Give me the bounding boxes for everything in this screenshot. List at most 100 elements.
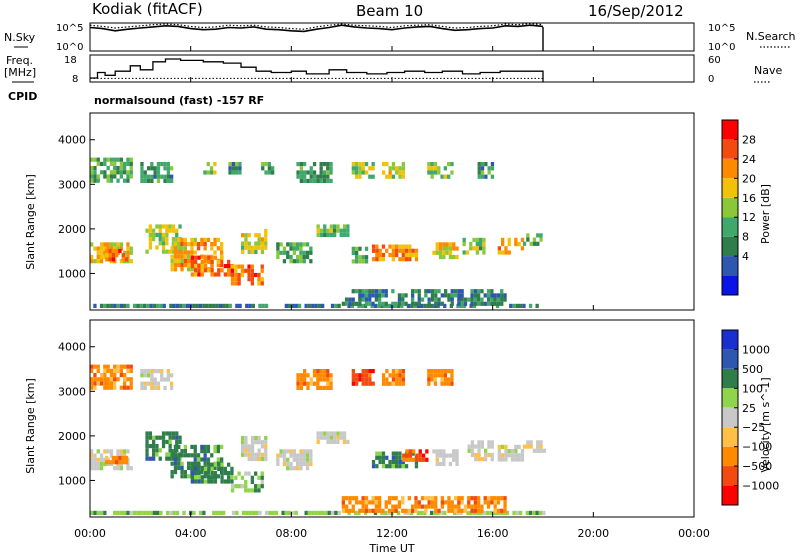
heatmap-cell — [145, 448, 149, 453]
heatmap-cell — [467, 448, 471, 453]
heatmap-cell — [455, 246, 459, 251]
heatmap-cell — [156, 385, 161, 390]
heatmap-cell — [457, 293, 461, 298]
heatmap-cell — [345, 504, 349, 509]
heatmap-cell — [411, 252, 415, 258]
heatmap-cell — [296, 466, 300, 471]
heatmap-cell — [282, 250, 287, 255]
heatmap-cell — [408, 453, 412, 458]
heatmap-cell — [496, 508, 501, 513]
heatmap-cell — [336, 435, 340, 440]
heatmap-cell — [364, 381, 369, 386]
heatmap-cell — [368, 297, 372, 302]
heatmap-cell — [333, 439, 337, 444]
heatmap-cell — [421, 453, 426, 458]
heatmap-cell — [289, 466, 293, 471]
heatmap-cell — [90, 368, 94, 373]
heatmap-cell — [371, 301, 375, 306]
heatmap-cell — [299, 174, 303, 179]
colorbar-frame — [721, 329, 739, 506]
heatmap-cell — [196, 453, 201, 458]
heatmap-cell — [427, 369, 431, 374]
heatmap-cell — [477, 440, 481, 445]
heatmap-cell — [230, 281, 235, 286]
heatmap-cell — [467, 444, 471, 449]
heatmap-cell — [381, 459, 386, 465]
heatmap-cell — [241, 241, 245, 246]
heatmap-cell — [384, 301, 388, 306]
heatmap-cell — [450, 293, 454, 298]
heatmap-cell — [460, 293, 464, 298]
heatmap-cell — [497, 246, 501, 251]
heatmap-cell — [371, 162, 375, 167]
heatmap-cell — [111, 257, 115, 262]
heatmap-cell — [210, 255, 214, 260]
heatmap-cell — [93, 461, 97, 467]
heatmap-cell — [99, 510, 104, 515]
heatmap-cell — [391, 244, 395, 249]
heatmap-cell — [170, 263, 174, 268]
heatmap-cell — [398, 166, 402, 171]
heatmap-cell — [304, 510, 308, 515]
heatmap-cell — [442, 449, 446, 454]
heatmap-cell — [161, 431, 166, 436]
heatmap-cell — [177, 250, 181, 255]
heatmap-cell — [241, 233, 245, 238]
heatmap-cell — [517, 242, 521, 247]
heatmap-cell — [193, 237, 197, 242]
heatmap-cell — [395, 377, 399, 382]
heatmap-cell — [267, 170, 271, 175]
heatmap-cell — [351, 508, 355, 513]
heatmap-cell — [503, 297, 507, 302]
heatmap-cell — [434, 508, 438, 513]
heatmap-cell — [250, 448, 255, 453]
heatmap-cell — [109, 385, 114, 390]
heatmap-cell — [148, 245, 152, 250]
heatmap-cell — [355, 373, 359, 378]
heatmap-cell — [213, 471, 218, 476]
heatmap-cell — [206, 470, 211, 475]
heatmap-cell — [486, 297, 491, 302]
heatmap-cell — [173, 242, 178, 247]
heatmap-cell — [284, 303, 288, 308]
heatmap-cell — [193, 449, 197, 454]
heatmap-cell — [109, 381, 114, 386]
colorbar-tick-label: 1000 — [742, 343, 770, 356]
heatmap-cell — [424, 496, 428, 501]
heatmap-cell — [216, 246, 220, 251]
heatmap-cell — [398, 369, 402, 374]
heatmap-cell — [111, 253, 115, 258]
heatmap-cell — [484, 174, 488, 179]
heatmap-cell — [103, 303, 107, 308]
heatmap-cell — [116, 453, 120, 458]
heatmap-cell — [490, 301, 494, 306]
heatmap-cell — [501, 250, 505, 255]
heatmap-cell — [450, 377, 454, 382]
heatmap-cell — [401, 381, 405, 386]
colorbar-box — [722, 466, 738, 486]
heatmap-cell — [177, 461, 181, 466]
heatmap-cell — [504, 444, 508, 449]
heatmap-cell — [339, 228, 343, 233]
heatmap-cell — [96, 368, 100, 373]
heatmap-cell — [166, 369, 170, 374]
heatmap-cell — [445, 242, 449, 247]
heatmap-cell — [333, 228, 337, 233]
heatmap-cell — [247, 241, 251, 246]
heatmap-cell — [306, 373, 310, 378]
heatmap-cell — [395, 451, 399, 456]
heatmap-cell — [198, 303, 203, 308]
heatmap-cell — [418, 449, 422, 454]
heatmap-cell — [309, 461, 313, 467]
heatmap-cell — [148, 232, 152, 237]
heatmap-cell — [148, 456, 152, 461]
heatmap-cell — [329, 435, 333, 440]
heatmap-cell — [168, 435, 172, 440]
heatmap-cell — [244, 448, 248, 453]
heatmap-cell — [109, 373, 114, 378]
y-tick-label: 1000 — [58, 474, 86, 487]
heatmap-cell — [358, 255, 362, 260]
heatmap-cell — [420, 297, 425, 302]
heatmap-cell — [326, 178, 330, 183]
